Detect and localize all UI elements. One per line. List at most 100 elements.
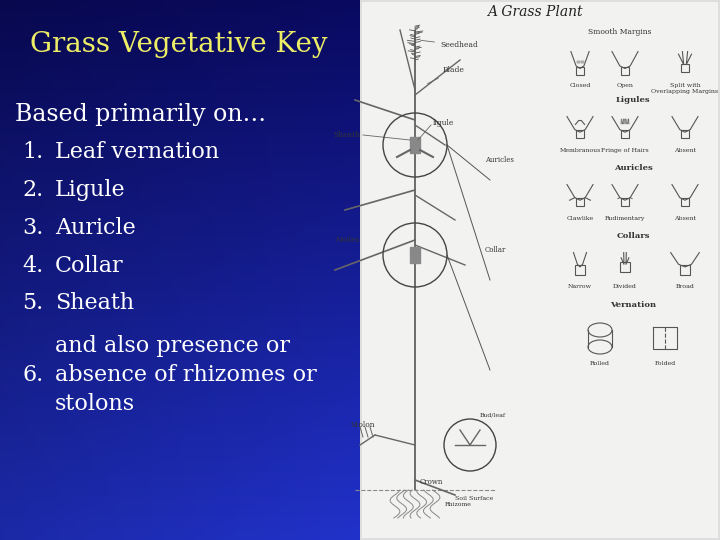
Bar [117, 0, 122, 540]
Bar [576, 198, 584, 206]
Bar [621, 130, 629, 138]
Bar [288, 0, 292, 540]
Bar [302, 0, 306, 540]
Bar [0, 96, 360, 100]
Bar [0, 199, 360, 202]
Bar [315, 0, 320, 540]
Bar [0, 480, 360, 483]
Bar [0, 104, 360, 108]
Bar [279, 0, 284, 540]
Text: Absent: Absent [674, 148, 696, 153]
Bar [0, 66, 360, 70]
Text: 1.: 1. [22, 141, 43, 163]
Bar [0, 323, 360, 327]
Bar [0, 474, 360, 478]
Bar [189, 0, 194, 540]
Bar [0, 204, 360, 208]
Bar [252, 0, 256, 540]
Bar [0, 2, 360, 5]
Bar [0, 120, 360, 124]
Bar [324, 0, 328, 540]
Bar [0, 282, 360, 286]
Bar [0, 320, 360, 324]
Bar [0, 69, 360, 73]
Bar [338, 0, 342, 540]
Bar [0, 528, 360, 532]
Bar [0, 61, 360, 65]
Bar [0, 334, 360, 338]
Bar [0, 212, 360, 216]
Bar [620, 262, 630, 272]
Bar [158, 0, 162, 540]
Bar [0, 501, 360, 505]
Bar [4, 0, 9, 540]
Bar [0, 504, 360, 508]
Bar [0, 234, 360, 238]
Bar [0, 85, 360, 89]
Bar [54, 0, 58, 540]
Bar [0, 347, 360, 351]
Bar [0, 336, 360, 340]
Bar [0, 129, 360, 132]
Bar [306, 0, 310, 540]
Bar [0, 193, 360, 197]
Bar [0, 228, 360, 232]
Bar [0, 115, 360, 119]
Bar [72, 0, 76, 540]
Text: Rolled: Rolled [590, 361, 610, 366]
Bar [0, 4, 360, 8]
Bar [162, 0, 166, 540]
Bar [0, 272, 360, 275]
Text: Grass Vegetative Key: Grass Vegetative Key [30, 31, 328, 58]
Bar [81, 0, 86, 540]
Bar [0, 412, 360, 416]
Bar [0, 93, 360, 97]
Text: Smooth Margins: Smooth Margins [588, 28, 652, 36]
Bar [0, 75, 360, 78]
Bar [184, 0, 189, 540]
Bar [297, 0, 302, 540]
Bar [0, 91, 360, 94]
Bar [194, 0, 198, 540]
Bar [576, 66, 584, 75]
Bar [0, 39, 360, 43]
Bar [681, 130, 689, 138]
Bar [18, 0, 22, 540]
Bar [0, 223, 360, 227]
Bar [153, 0, 158, 540]
Text: Leaf vernation: Leaf vernation [55, 141, 219, 163]
Bar [0, 358, 360, 362]
Bar [36, 0, 40, 540]
Bar [0, 266, 360, 270]
Text: Collar: Collar [55, 255, 124, 277]
Text: ligule: ligule [433, 119, 454, 127]
Bar [0, 415, 360, 419]
Bar [0, 239, 360, 243]
Bar [0, 399, 360, 402]
Bar [292, 0, 297, 540]
Bar [58, 0, 63, 540]
Bar [140, 0, 144, 540]
Text: Based primarily on…: Based primarily on… [15, 104, 266, 126]
Bar [0, 53, 360, 57]
Bar [68, 0, 72, 540]
Bar [0, 436, 360, 440]
Bar [0, 301, 360, 305]
Bar [9, 0, 14, 540]
Bar [410, 137, 420, 153]
Bar [284, 0, 288, 540]
Bar [0, 37, 360, 40]
Bar [0, 226, 360, 230]
Bar [0, 339, 360, 343]
Bar [0, 450, 360, 454]
Text: Broad: Broad [675, 284, 694, 289]
Bar [94, 0, 99, 540]
Text: Split with
Overlapping Margins: Split with Overlapping Margins [652, 83, 719, 94]
Bar [202, 0, 207, 540]
Bar [0, 277, 360, 281]
Bar [0, 285, 360, 289]
Bar [0, 439, 360, 443]
Bar [0, 48, 360, 51]
Bar [248, 0, 252, 540]
Bar [0, 237, 360, 240]
